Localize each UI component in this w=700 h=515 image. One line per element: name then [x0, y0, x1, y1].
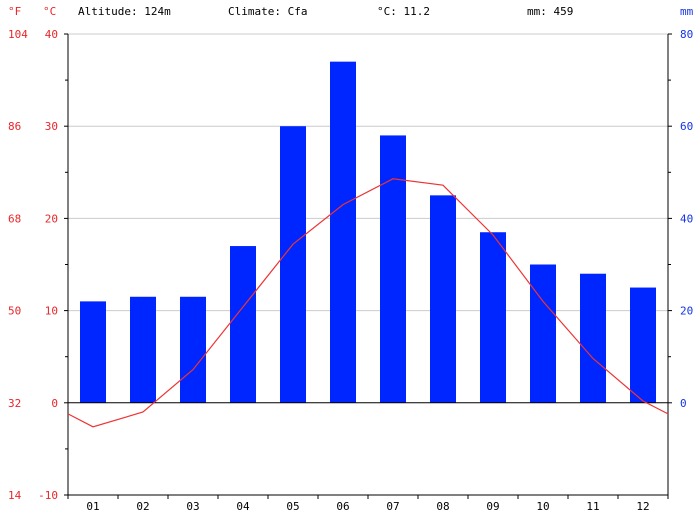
month-tick-label: 10 — [536, 500, 549, 513]
precipitation-bars — [80, 61, 656, 403]
precipitation-bar — [230, 246, 256, 403]
month-tick-label: 08 — [436, 500, 449, 513]
celsius-tick-label: 10 — [45, 305, 58, 318]
month-tick-label: 07 — [386, 500, 399, 513]
month-tick-label: 01 — [86, 500, 99, 513]
precipitation-bar — [380, 135, 406, 403]
precipitation-bar — [130, 296, 156, 403]
precipitation-tick-label: 60 — [680, 120, 693, 133]
month-tick-label: 02 — [136, 500, 149, 513]
fahrenheit-tick-label: 68 — [8, 212, 21, 225]
precipitation-bar — [530, 264, 556, 403]
month-tick-label: 09 — [486, 500, 499, 513]
fahrenheit-tick-label: 32 — [8, 397, 21, 410]
altitude-label: Altitude: 124m — [78, 5, 171, 18]
celsius-tick-label: 20 — [45, 212, 58, 225]
month-tick-label: 05 — [286, 500, 299, 513]
fahrenheit-tick-label: 14 — [8, 489, 22, 502]
precipitation-bar — [630, 287, 656, 403]
fahrenheit-tick-label: 104 — [8, 28, 28, 41]
celsius-unit-label: °C — [43, 5, 56, 18]
precipitation-tick-label: 40 — [680, 212, 693, 225]
temperature-line — [67, 178, 669, 428]
chart-axes — [64, 33, 672, 499]
fahrenheit-tick-label: 50 — [8, 305, 21, 318]
climate-label: Climate: Cfa — [228, 5, 307, 18]
precipitation-bar — [180, 296, 206, 403]
precipitation-tick-label: 0 — [680, 397, 687, 410]
celsius-tick-label: -10 — [38, 489, 58, 502]
precipitation-bar — [280, 126, 306, 403]
month-tick-label: 03 — [186, 500, 199, 513]
grid-lines — [68, 33, 668, 312]
precipitation-bar — [430, 195, 456, 403]
celsius-tick-label: 0 — [51, 397, 58, 410]
celsius-tick-label: 30 — [45, 120, 58, 133]
precipitation-bar — [480, 232, 506, 403]
temperature-line-group — [67, 178, 669, 428]
temperature-mean-label: °C: 11.2 — [377, 5, 430, 18]
x-tick-labels: 01 02 03 04 05 06 07 08 09 10 11 12 — [86, 500, 649, 513]
month-tick-label: 12 — [636, 500, 649, 513]
precipitation-total-label: mm: 459 — [527, 5, 573, 18]
precipitation-bar — [580, 273, 606, 403]
precipitation-unit-label: mm — [680, 5, 694, 18]
fahrenheit-tick-label: 86 — [8, 120, 21, 133]
precipitation-bar — [80, 301, 106, 403]
precipitation-tick-label: 20 — [680, 305, 693, 318]
month-tick-label: 06 — [336, 500, 349, 513]
precipitation-bar — [330, 61, 356, 403]
celsius-tick-label: 40 — [45, 28, 58, 41]
precipitation-tick-label: 80 — [680, 28, 693, 41]
month-tick-label: 04 — [236, 500, 250, 513]
month-tick-label: 11 — [586, 500, 599, 513]
fahrenheit-unit-label: °F — [8, 5, 21, 18]
y-tick-labels: 104 86 68 50 32 14 40 30 20 10 0 -10 80 60 40 20 0 — [8, 28, 693, 502]
